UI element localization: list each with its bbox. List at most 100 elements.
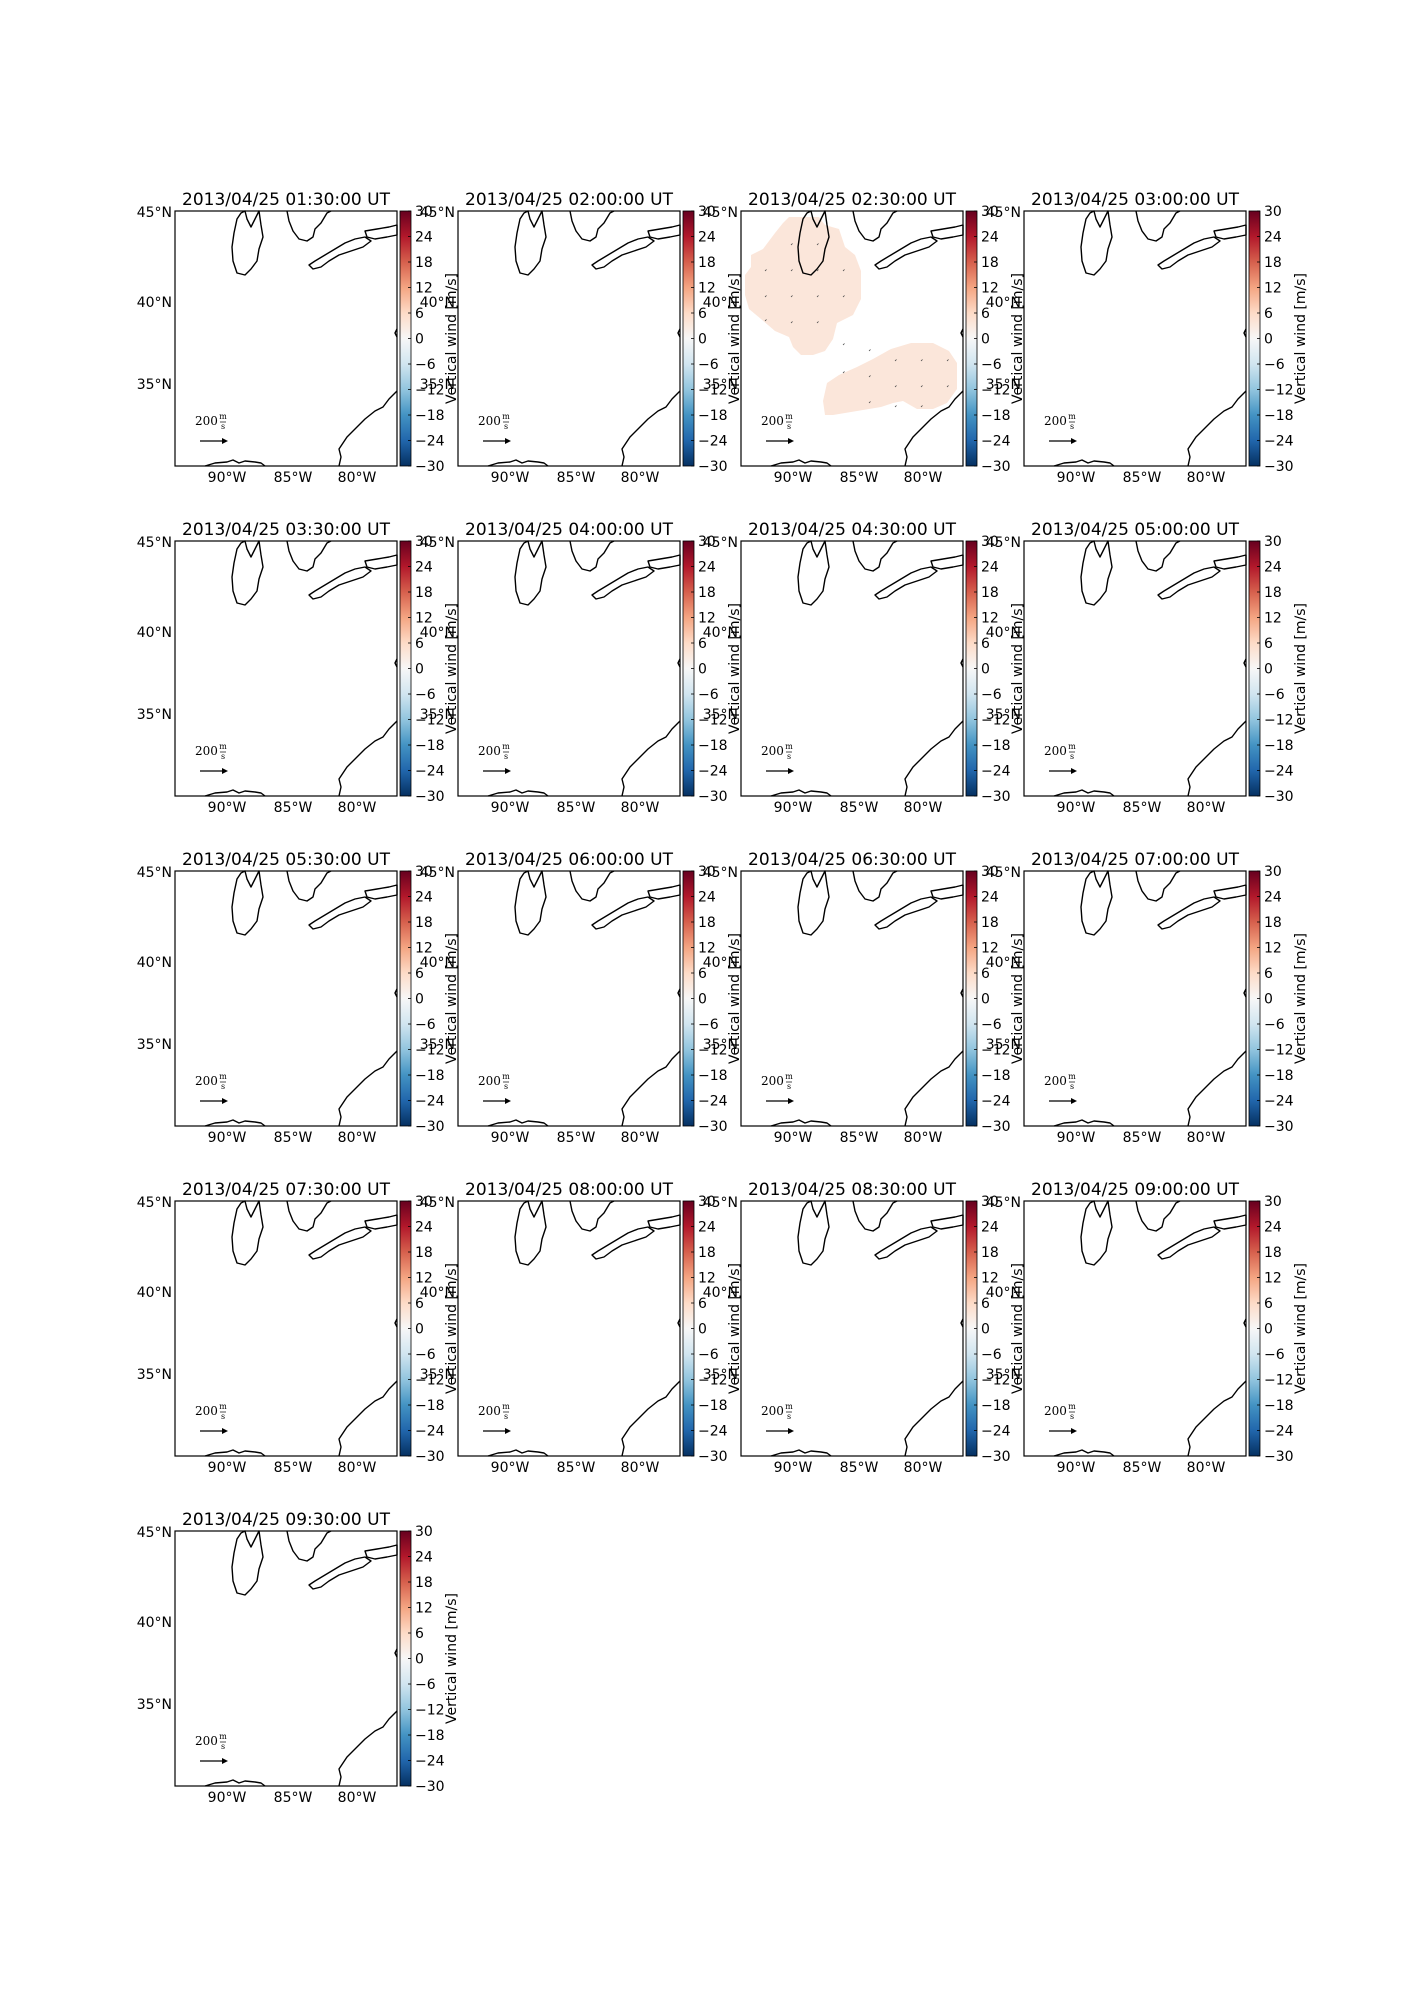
colorbar-tick-label: 30 bbox=[981, 864, 999, 880]
east-coast-outline bbox=[338, 720, 398, 797]
panel-title: 2013/04/25 08:30:00 UT bbox=[748, 1180, 957, 1200]
quiver-key-unit-numerator: m bbox=[502, 412, 510, 421]
panel-title: 2013/04/25 03:30:00 UT bbox=[182, 520, 391, 540]
quiver-key-unit-numerator: m bbox=[219, 742, 227, 751]
panel-title: 2013/04/25 02:30:00 UT bbox=[748, 190, 957, 210]
wind-vector bbox=[894, 385, 897, 388]
latitude-tick-label: 40°N bbox=[137, 1615, 172, 1631]
coast-fragment bbox=[394, 328, 398, 338]
colorbar-tick-label: 24 bbox=[1264, 230, 1282, 246]
map-frame bbox=[457, 1200, 681, 1457]
coast-fragment bbox=[1243, 658, 1247, 668]
east-coast-outline bbox=[338, 1710, 398, 1787]
colorbar-tick-label: −12 bbox=[698, 713, 728, 729]
longitude-tick-label: 80°W bbox=[621, 470, 660, 486]
lake-erie-outline bbox=[308, 1556, 372, 1590]
colorbar-label: Vertical wind [m/s] bbox=[1010, 1263, 1026, 1394]
colorbar-tick-label: 6 bbox=[698, 306, 707, 322]
longitude-tick-label: 85°W bbox=[557, 1460, 596, 1476]
quiver-key-unit-numerator: m bbox=[219, 412, 227, 421]
colorbar-tick-label: 0 bbox=[415, 1652, 424, 1668]
colorbar-tick-label: 30 bbox=[1264, 864, 1282, 880]
colorbar-tick-label: 6 bbox=[415, 1296, 424, 1312]
colorbar-tick-label: −6 bbox=[1264, 687, 1285, 703]
latitude-tick-label: 40°N bbox=[137, 1285, 172, 1301]
colorbar-tick-label: 12 bbox=[981, 1271, 999, 1287]
colorbar-tick-label: −24 bbox=[1264, 1424, 1294, 1440]
latitude-tick-label: 35°N bbox=[986, 377, 1021, 393]
colorbar-tick-label: −24 bbox=[1264, 434, 1294, 450]
colorbar-tick-label: −12 bbox=[415, 1043, 445, 1059]
colorbar-tick-label: 0 bbox=[1264, 332, 1273, 348]
wind-vector bbox=[946, 385, 949, 388]
colorbar-tick-label: −30 bbox=[981, 789, 1011, 805]
colorbar-tick-label: −6 bbox=[981, 1017, 1002, 1033]
colorbar-tick-label: 12 bbox=[981, 281, 999, 297]
lake-michigan-outline bbox=[231, 1200, 264, 1266]
colorbar-label: Vertical wind [m/s] bbox=[444, 273, 460, 404]
colorbar-tick-label: −30 bbox=[981, 1119, 1011, 1135]
east-coast-outline bbox=[621, 1380, 681, 1457]
quiver-key-unit-denominator: s bbox=[221, 1742, 225, 1751]
latitude-tick-label: 35°N bbox=[703, 377, 738, 393]
quiver-key-arrowhead bbox=[1071, 768, 1077, 774]
longitude-tick-label: 80°W bbox=[621, 800, 660, 816]
colorbar-tick-label: −6 bbox=[415, 1677, 436, 1693]
colorbar-tick-label: 18 bbox=[981, 585, 999, 601]
colorbar-tick-label: 18 bbox=[981, 255, 999, 271]
coastlines bbox=[1053, 210, 1247, 467]
longitude-tick-label: 85°W bbox=[1123, 1130, 1162, 1146]
longitude-tick-label: 90°W bbox=[208, 470, 247, 486]
longitude-tick-label: 90°W bbox=[208, 800, 247, 816]
lake-michigan-outline bbox=[514, 1200, 547, 1266]
colorbar-tick-label: 6 bbox=[698, 1296, 707, 1312]
latitude-tick-label: 35°N bbox=[703, 1367, 738, 1383]
latitude-tick-label: 45°N bbox=[420, 535, 455, 551]
quiver-key-unit-denominator: s bbox=[787, 752, 791, 761]
wind-vector bbox=[868, 349, 871, 352]
lake-huron-outline bbox=[286, 1200, 332, 1232]
colorbar-tick-label: −18 bbox=[698, 1398, 728, 1414]
panel-title: 2013/04/25 02:00:00 UT bbox=[465, 190, 674, 210]
colorbar-tick-label: 0 bbox=[698, 1322, 707, 1338]
colorbar-tick-label: 30 bbox=[1264, 204, 1282, 220]
longitude-tick-label: 85°W bbox=[274, 1130, 313, 1146]
colorbar-tick-label: −12 bbox=[981, 1043, 1011, 1059]
latitude-tick-label: 35°N bbox=[137, 1697, 172, 1713]
quiver-key-value: 200 bbox=[195, 1404, 218, 1418]
longitude-tick-label: 85°W bbox=[274, 1460, 313, 1476]
lake-erie-outline bbox=[591, 566, 655, 600]
lake-erie-outline bbox=[1157, 1226, 1221, 1260]
colorbar-tick-label: 6 bbox=[1264, 966, 1273, 982]
colorbar-tick-label: 12 bbox=[415, 941, 433, 957]
east-coast-outline bbox=[904, 1050, 964, 1127]
map-frame bbox=[457, 210, 681, 467]
lake-huron-outline bbox=[852, 870, 898, 902]
longitude-tick-label: 85°W bbox=[840, 1130, 879, 1146]
gulf-coast-outline bbox=[204, 789, 266, 797]
colorbar-tick-label: 24 bbox=[415, 1220, 433, 1236]
quiver-key-arrowhead bbox=[788, 1098, 794, 1104]
longitude-tick-label: 80°W bbox=[904, 800, 943, 816]
colorbar-tick-label: −24 bbox=[981, 1424, 1011, 1440]
colorbar-tick-label: 30 bbox=[698, 534, 716, 550]
panel-title: 2013/04/25 04:30:00 UT bbox=[748, 520, 957, 540]
quiver-key-value: 200 bbox=[478, 1074, 501, 1088]
longitude-tick-label: 90°W bbox=[1057, 470, 1096, 486]
longitude-tick-label: 90°W bbox=[208, 1790, 247, 1806]
wind-vector bbox=[842, 269, 845, 272]
colorbar-tick-label: 0 bbox=[1264, 1322, 1273, 1338]
map-panel: 2013/04/25 04:00:00 UT 45°N 40°N 35°N 90°W 85… bbox=[420, 520, 743, 816]
colorbar-tick-label: 18 bbox=[981, 915, 999, 931]
lake-erie-outline bbox=[1157, 896, 1221, 930]
coast-fragment bbox=[960, 1318, 964, 1328]
colorbar-tick-label: 18 bbox=[415, 1245, 433, 1261]
latitude-tick-label: 35°N bbox=[420, 1037, 455, 1053]
quiver-key-unit-denominator: s bbox=[221, 1412, 225, 1421]
colorbar-tick-label: −30 bbox=[981, 459, 1011, 475]
east-coast-outline bbox=[1187, 1050, 1247, 1127]
colorbar-tick-label: −30 bbox=[415, 1779, 445, 1795]
colorbar-tick-label: 6 bbox=[981, 1296, 990, 1312]
colorbar-tick-label: 0 bbox=[698, 332, 707, 348]
wind-vector bbox=[790, 269, 793, 272]
